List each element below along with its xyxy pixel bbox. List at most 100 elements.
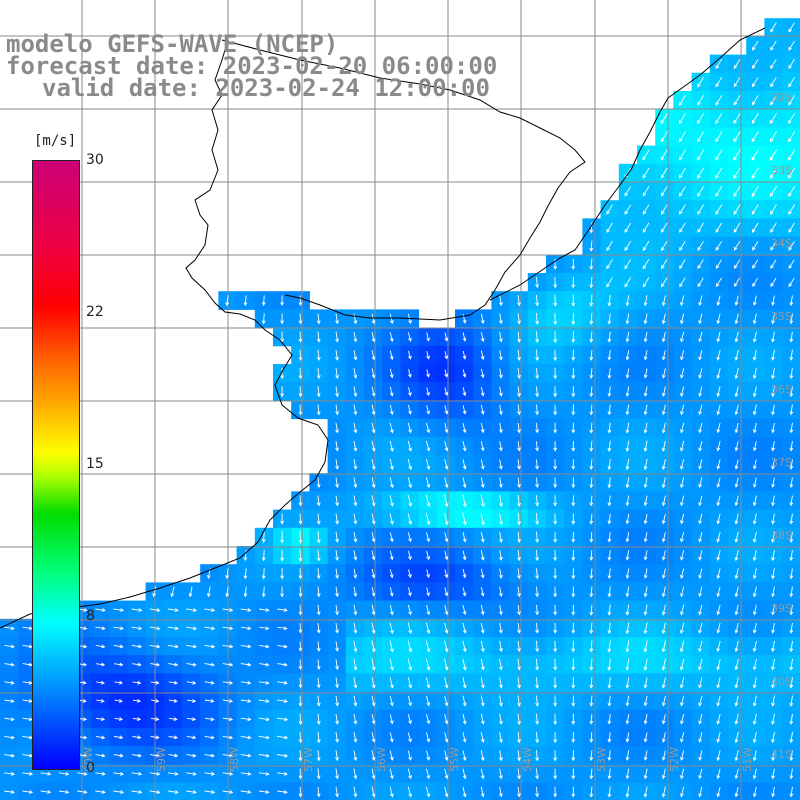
- wind-arrow: [697, 149, 705, 161]
- wind-arrow-head: [625, 320, 630, 325]
- wind-arrow: [186, 754, 196, 757]
- wind-arrow-head: [426, 756, 431, 761]
- wind-arrow: [734, 277, 740, 287]
- wind-arrow-head: [407, 373, 412, 378]
- wind-arrow-head: [643, 429, 648, 434]
- wind-arrow-head: [462, 720, 467, 725]
- wind-arrow: [425, 494, 430, 507]
- wind-arrow-head: [353, 538, 358, 543]
- wind-arrow: [168, 754, 178, 757]
- wind-arrow: [371, 368, 375, 378]
- wind-arrow-head: [517, 775, 521, 780]
- wind-arrow: [753, 349, 757, 361]
- wind-arrow-head: [789, 447, 794, 452]
- wind-arrow-head: [444, 503, 449, 508]
- wind-arrow-head: [444, 556, 449, 561]
- wind-arrow-head: [444, 355, 449, 360]
- wind-arrow-head: [156, 626, 161, 631]
- wind-arrow-head: [389, 319, 394, 325]
- wind-arrow: [58, 790, 69, 793]
- wind-arrow: [186, 735, 196, 739]
- wind-arrow: [244, 295, 247, 306]
- wind-arrow: [131, 626, 142, 630]
- wind-arrow-head: [298, 320, 303, 325]
- wind-arrow-head: [371, 320, 376, 325]
- wind-arrow: [608, 768, 611, 779]
- wind-arrow-head: [353, 320, 358, 325]
- wind-arrow-head: [771, 356, 775, 361]
- wind-arrow-head: [101, 608, 106, 612]
- wind-arrow: [462, 440, 466, 451]
- wind-arrow: [4, 772, 15, 775]
- wind-arrow: [772, 695, 775, 706]
- wind-arrow-head: [661, 465, 666, 471]
- wind-arrow-head: [535, 447, 540, 452]
- wind-arrow-head: [771, 520, 775, 525]
- wind-arrow: [715, 113, 723, 124]
- wind-arrow-head: [642, 228, 647, 233]
- wind-arrow: [735, 495, 739, 506]
- wind-arrow-head: [408, 447, 413, 452]
- wind-arrow: [679, 204, 686, 215]
- wind-cell: [782, 782, 800, 800]
- wind-arrow: [734, 241, 741, 251]
- wind-arrow: [626, 695, 630, 706]
- wind-arrow: [353, 586, 357, 597]
- wind-arrow: [590, 331, 593, 342]
- wind-arrow-head: [589, 374, 594, 379]
- wind-arrow-head: [771, 739, 775, 744]
- wind-arrow: [353, 750, 357, 761]
- wind-arrow-head: [298, 593, 303, 598]
- wind-arrow-head: [283, 608, 288, 612]
- wind-arrow-head: [698, 611, 702, 616]
- wind-arrow: [480, 713, 484, 724]
- wind-arrow: [113, 790, 124, 793]
- wind-arrow-head: [265, 608, 270, 612]
- wind-arrow-head: [606, 228, 610, 233]
- wind-arrow: [426, 587, 430, 596]
- wind-arrow: [240, 644, 251, 648]
- wind-arrow: [751, 131, 759, 142]
- wind-arrow-head: [752, 520, 757, 525]
- wind-arrow-head: [499, 538, 503, 543]
- wind-arrow: [299, 367, 302, 379]
- wind-arrow-head: [335, 465, 339, 470]
- wind-arrow: [58, 772, 69, 775]
- wind-arrow-head: [28, 790, 34, 794]
- wind-arrow: [335, 459, 338, 469]
- wind-arrow-head: [661, 392, 666, 397]
- wind-arrow-head: [752, 393, 757, 398]
- wind-arrow-head: [607, 556, 612, 561]
- wind-arrow-head: [571, 447, 576, 452]
- wind-arrow-head: [643, 630, 648, 635]
- wind-arrow: [608, 786, 611, 797]
- wind-arrow: [717, 331, 721, 342]
- wind-arrow-head: [211, 644, 216, 649]
- wind-arrow-head: [716, 647, 721, 653]
- wind-arrow: [499, 331, 502, 342]
- wind-arrow-head: [680, 483, 684, 489]
- wind-arrow-head: [316, 320, 321, 325]
- wind-arrow: [626, 440, 630, 452]
- wind-arrow-head: [589, 738, 594, 743]
- wind-arrow: [499, 368, 502, 378]
- wind-arrow: [113, 644, 123, 648]
- wind-arrow-head: [353, 556, 358, 561]
- wind-arrow: [790, 404, 793, 415]
- wind-arrow: [642, 240, 650, 251]
- wind-arrow-head: [335, 556, 339, 562]
- wind-arrow-head: [535, 611, 540, 616]
- wind-arrow: [371, 495, 375, 506]
- wind-arrow-head: [498, 629, 503, 634]
- model-title: modelo GEFS-WAVE (NCEP): [6, 30, 339, 58]
- wind-arrow-head: [28, 699, 33, 703]
- wind-arrow: [662, 295, 666, 306]
- wind-arrow: [371, 386, 375, 396]
- wind-arrow-head: [353, 720, 358, 725]
- wind-arrow: [499, 295, 502, 306]
- wind-arrow: [590, 531, 593, 542]
- wind-arrow: [480, 658, 484, 670]
- wind-arrow-head: [298, 375, 303, 380]
- wind-arrow: [240, 735, 251, 739]
- wind-arrow: [753, 695, 757, 706]
